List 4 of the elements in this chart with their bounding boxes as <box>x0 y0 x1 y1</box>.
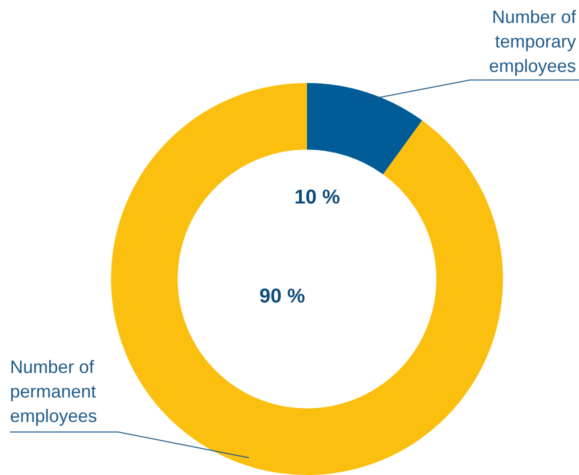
data-label: 10 % <box>294 186 340 209</box>
slice-label: Number of temporary employees <box>488 6 577 76</box>
slice-label: Number of permanent employees <box>10 356 98 426</box>
data-label: 90 % <box>259 285 306 308</box>
